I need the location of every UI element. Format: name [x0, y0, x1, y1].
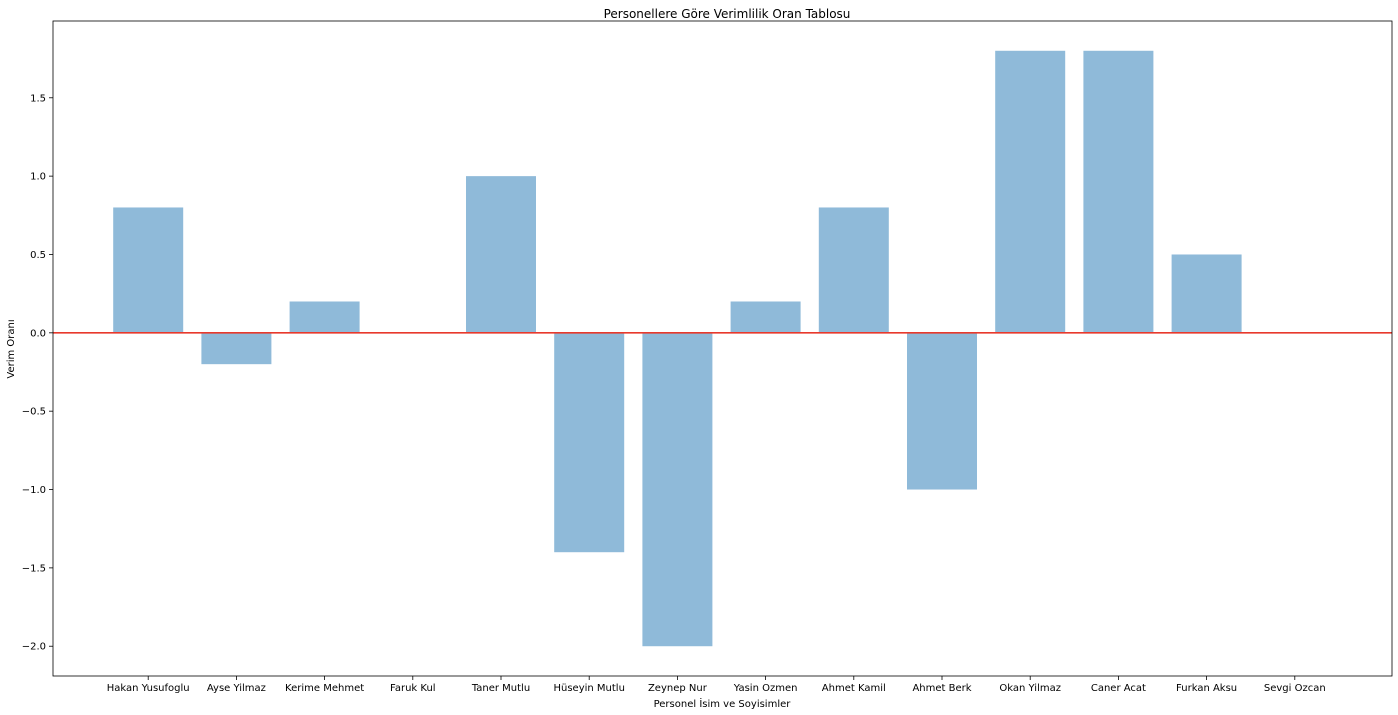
bar-ahmet-kamil: [818, 207, 889, 333]
bar-hakan-yusufoglu: [113, 207, 184, 333]
bar-caner-acat: [1083, 50, 1154, 333]
chart-title: Personellere Göre Verimlilik Oran Tablos…: [604, 7, 851, 21]
y-tick-label: 0.5: [30, 250, 46, 261]
x-tick-label: Okan Yilmaz: [999, 683, 1061, 694]
x-tick-label: Caner Acat: [1091, 683, 1146, 694]
bar-zeynep-nur: [642, 332, 713, 647]
x-tick-label: Ahmet Kamil: [822, 683, 886, 694]
x-tick-label: Faruk Kul: [390, 683, 436, 694]
x-tick-label: Hüseyin Mutlu: [553, 683, 624, 694]
x-tick-label: Kerime Mehmet: [285, 683, 364, 694]
bar-furkan-aksu: [1171, 254, 1242, 333]
y-tick-label: −1.0: [22, 485, 46, 496]
bar-ahmet-berk: [907, 332, 977, 490]
x-tick-label: Furkan Aksu: [1176, 683, 1237, 694]
x-tick-label: Ahmet Berk: [912, 683, 971, 694]
y-tick-label: −1.5: [22, 563, 46, 574]
x-tick-label: Zeynep Nur: [648, 683, 708, 694]
x-tick-label: Taner Mutlu: [471, 683, 530, 694]
bar-hüseyin-mutlu: [554, 332, 625, 553]
x-tick-label: Yasin Ozmen: [733, 683, 798, 694]
y-tick-label: −0.5: [22, 407, 46, 418]
bar-taner-mutlu: [466, 176, 536, 333]
y-tick-label: 0.0: [30, 328, 46, 339]
bar-okan-yilmaz: [995, 50, 1066, 333]
x-tick-label: Sevgi Ozcan: [1264, 683, 1326, 694]
plot-frame: [52, 20, 1393, 677]
bars-group: [113, 50, 1242, 647]
x-axis: Hakan Yusufoglu Ayse Yilmaz Kerime Mehmet F…: [107, 676, 1326, 694]
x-axis-label: Personel İsim ve Soyisimler: [654, 697, 792, 710]
y-axis-label: Verim Oranı: [6, 319, 17, 378]
bar-yasin-ozmen: [730, 301, 801, 333]
y-axis: −2.0 −1.5 −1.0 −0.5 0.0 0.5 1.0 1.5: [22, 93, 53, 653]
y-tick-label: 1.0: [30, 172, 46, 183]
y-tick-label: 1.5: [30, 93, 46, 104]
y-tick-label: −2.0: [22, 642, 46, 653]
bar-kerime-mehmet: [289, 301, 360, 333]
x-tick-label: Hakan Yusufoglu: [107, 683, 190, 694]
bar-ayse-yilmaz: [201, 332, 272, 365]
x-tick-label: Ayse Yilmaz: [207, 683, 266, 694]
